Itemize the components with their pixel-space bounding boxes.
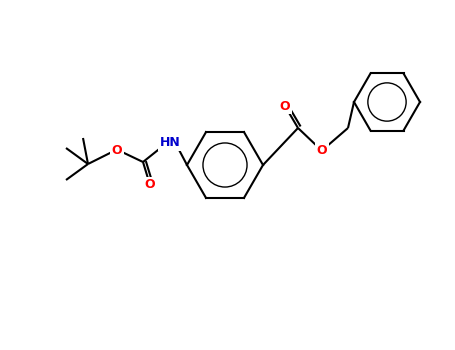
Text: O: O [145,178,155,191]
Text: O: O [111,144,122,156]
Text: O: O [280,99,290,112]
Text: HN: HN [160,136,180,149]
Text: O: O [317,144,327,156]
